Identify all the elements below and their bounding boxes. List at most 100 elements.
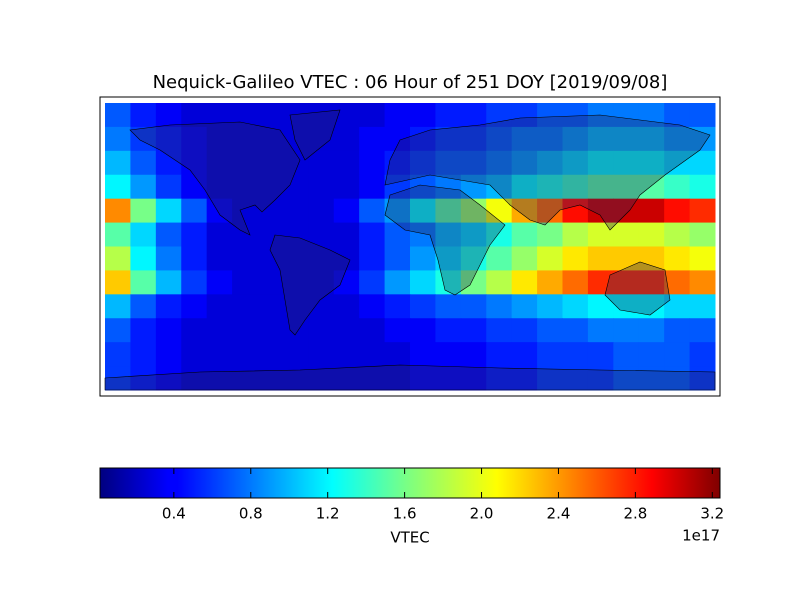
heatmap-cell [155,174,182,200]
heatmap-cell [486,126,513,152]
heatmap-cell [206,198,233,224]
heatmap-cell [384,198,411,224]
heatmap-cell [181,150,208,176]
heatmap-cell [257,198,284,224]
heatmap-cell [384,174,411,200]
heatmap-cell [155,103,182,128]
colorbar-axis: 0.4 0.8 1.2 1.6 2.0 2.4 2.8 3.2 [162,468,724,523]
heatmap-cell [613,126,640,152]
heatmap-cell [257,294,284,319]
heatmap-cell [384,150,411,176]
heatmap-cell [511,246,538,271]
africa [384,184,506,296]
heatmap-cell [155,366,182,391]
heatmap-cell [155,246,182,271]
heatmap-cell [435,270,462,295]
heatmap-cell [257,150,284,176]
heatmap-cell [537,174,563,200]
heatmap-cell [587,246,614,271]
heatmap-cell [155,318,182,343]
heatmap-cell [689,366,716,391]
heatmap-cell [359,294,386,319]
colorbar-tick-label: 0.4 [162,505,186,523]
heatmap-cell [308,294,335,319]
heatmap-cell [206,150,233,176]
heatmap-cell [689,222,716,247]
heatmap-cell [333,342,360,367]
heatmap-cell [537,270,563,295]
heatmap-cell [282,270,309,295]
heatmap-cell [537,198,563,224]
heatmap-cell [486,318,513,343]
heatmap-cell [562,126,589,152]
heatmap-cell [460,222,487,247]
heatmap-cell [282,222,309,247]
heatmap-cell [359,246,386,271]
heatmap-cell [511,174,538,200]
heatmap-cell [232,222,258,247]
heatmap-cell [384,270,411,295]
heatmap-cell [435,294,462,319]
heatmap-cell [664,150,691,176]
heatmap-cell [359,174,386,200]
heatmap-cell [435,150,462,176]
heatmap-cell [689,270,716,295]
heatmap-cell [232,246,258,271]
heatmap-cell [308,150,335,176]
heatmap-cell [359,318,386,343]
heatmap-cell [587,174,614,200]
heatmap-cell [486,246,513,271]
colorbar [99,467,721,499]
heatmap-cell [333,294,360,319]
heatmap-cell [308,174,335,200]
heatmap-cell [155,222,182,247]
heatmap-cell [155,198,182,224]
heatmap-cell [410,294,436,319]
coastlines [104,109,716,391]
colorbar-tick-label: 1.6 [393,505,417,523]
heatmap-cell [537,294,563,319]
heatmap-cell [206,246,233,271]
heatmap-cell [562,150,589,176]
heatmap-cell [410,150,436,176]
heatmap-cell [613,150,640,176]
heatmap-cell [664,246,691,271]
heatmap-cell [613,318,640,343]
heatmap-cell [105,246,131,271]
heatmap-cell [308,270,335,295]
colorbar-tick-label: 2.0 [470,505,494,523]
heatmap-cell [206,318,233,343]
heatmap-cell [359,270,386,295]
heatmap-cell [562,222,589,247]
heatmap-cell [282,103,309,128]
heatmap-cell [460,103,487,128]
heatmap-cell [689,198,716,224]
heatmap-cell [181,366,208,391]
south-america [269,234,351,336]
heatmap-cell [206,366,233,391]
heatmap-cell [155,342,182,367]
heatmap-cell [359,126,386,152]
heatmap-cell [511,294,538,319]
heatmap-cell [105,318,131,343]
heatmap-cell [105,103,131,128]
heatmap-cell [155,150,182,176]
heatmap-cell [435,198,462,224]
heatmap-cell [511,366,538,391]
heatmap-cell [384,222,411,247]
heatmap-cell [155,126,182,152]
heatmap-cell [664,174,691,200]
heatmap-cell [689,294,716,319]
heatmap-cell [155,270,182,295]
heatmap-cell [333,318,360,343]
heatmap-cell [410,126,436,152]
heatmap-cell [206,342,233,367]
greenland [289,109,341,161]
heatmap-cell [486,150,513,176]
heatmap-cell [308,198,335,224]
heatmap-cell [333,366,360,391]
heatmap-cell [486,366,513,391]
heatmap-cell [638,222,665,247]
heatmap-cell [689,126,716,152]
heatmap-cell [587,222,614,247]
